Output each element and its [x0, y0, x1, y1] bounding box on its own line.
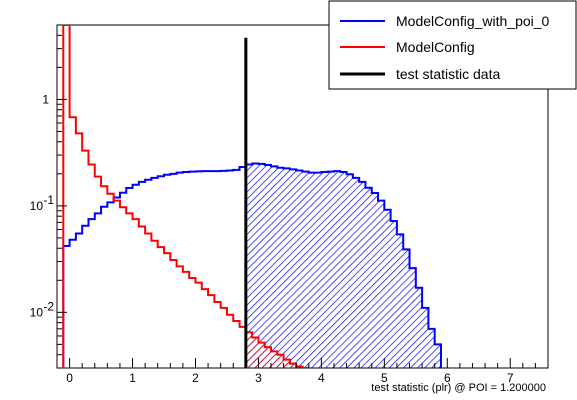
legend-item-modelconfig: ModelConfig	[340, 39, 475, 55]
hatch-bin	[403, 249, 410, 368]
hatch-bin	[333, 171, 341, 368]
hatch-bin	[258, 163, 265, 368]
hatch-bin	[302, 171, 309, 368]
hatch-bin	[321, 172, 328, 368]
y-tick-label: 1	[42, 92, 49, 106]
hatch-bin	[271, 166, 278, 368]
hatch-bin	[258, 342, 265, 368]
hatch-bin	[271, 351, 278, 368]
hatch-bin	[327, 171, 334, 368]
legend-label: ModelConfig_with_poi_0	[396, 13, 550, 29]
hatch-bin	[245, 332, 253, 368]
hatch-bin	[277, 354, 284, 368]
hatch-bin	[396, 234, 404, 368]
hatch-bin	[390, 221, 397, 368]
hatch-bin	[428, 328, 435, 368]
series-step-line	[62, 162, 442, 368]
series-with-poi-0	[62, 162, 442, 368]
x-tick-label: 5	[381, 371, 388, 385]
hatch-bin	[378, 200, 385, 368]
y-tick-exponent: -1	[43, 193, 54, 207]
hatch-bin	[371, 193, 379, 368]
y-tick-label: 10	[30, 305, 44, 319]
x-axis-label: test statistic (plr) @ POI = 1.200000	[371, 382, 546, 394]
hatch-bin	[415, 287, 423, 368]
hatch-bin	[283, 359, 290, 368]
legend-item-test-statistic: test statistic data	[340, 66, 500, 82]
y-tick-label: 10	[30, 199, 44, 213]
hatch-bin	[359, 181, 366, 368]
x-tick-label: 4	[318, 371, 325, 385]
hatch-bin	[315, 172, 322, 368]
hatch-bin	[352, 177, 360, 368]
legend-label: ModelConfig	[396, 39, 475, 55]
hatch-bin	[434, 344, 441, 368]
hatch-bin	[340, 172, 347, 368]
y-tick-exponent: -2	[43, 299, 54, 313]
hatch-bin	[277, 167, 284, 368]
x-tick-label: 7	[507, 371, 514, 385]
hatch-bin	[384, 209, 391, 368]
hatch-bin	[346, 174, 353, 368]
x-tick-label: 3	[255, 371, 262, 385]
legend-item-with-poi-0: ModelConfig_with_poi_0	[340, 13, 550, 29]
hatch-bin	[289, 363, 297, 368]
x-tick-label: 2	[192, 371, 199, 385]
hatch-bin	[283, 168, 290, 368]
hatch-bin	[409, 268, 416, 368]
hatch-bin	[252, 337, 259, 368]
series-step-line	[62, 25, 329, 368]
hatch-bin	[365, 187, 372, 368]
hatch-bin	[308, 172, 316, 368]
x-tick-label: 1	[129, 371, 136, 385]
x-tick-label: 6	[444, 371, 451, 385]
legend: ModelConfig_with_poi_0 ModelConfig test …	[328, 0, 577, 90]
hatch-bin	[264, 347, 272, 368]
hatch-bin	[289, 169, 297, 368]
series-modelconfig	[62, 25, 329, 368]
hatch-bin	[296, 170, 303, 368]
legend-label: test statistic data	[396, 66, 500, 82]
x-tick-label: 0	[66, 371, 73, 385]
hatch-bin	[245, 164, 253, 368]
hatch-bin	[252, 163, 259, 368]
hatch-bin	[422, 307, 429, 368]
series-layer	[62, 25, 442, 368]
hatch-bin	[264, 165, 272, 368]
